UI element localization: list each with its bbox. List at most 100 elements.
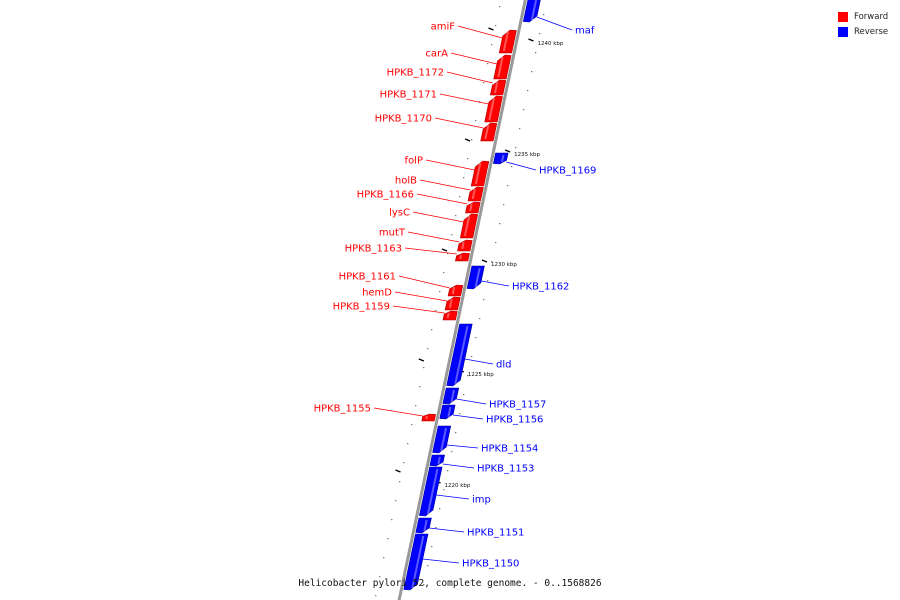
minor-tick-right: [523, 109, 525, 111]
gene-label-carA: carA: [425, 49, 448, 60]
genome-caption: Helicobacter pylori 52, complete genome.…: [298, 578, 602, 589]
gene-block-dld: [446, 323, 473, 387]
gene-block-HPKB_1154: [432, 425, 452, 454]
minor-tick-left: [375, 595, 377, 597]
minor-tick-left: [383, 557, 385, 559]
gene-highlight-imp: [426, 468, 439, 515]
tick-label: 1220 kbp: [445, 483, 471, 489]
gene-label-holB: holB: [395, 176, 417, 187]
gene-highlight-HPKB_1166: [469, 203, 473, 212]
gene-label-maf: maf: [575, 26, 595, 37]
gene-highlight-HPKB_1171: [488, 97, 495, 121]
minor-tick-left: [415, 405, 417, 407]
tick-label: 1230 kbp: [491, 262, 517, 268]
leader-line-HPKB_1163: [404, 247, 457, 255]
minor-tick-left: [443, 272, 445, 274]
gene-highlight-hemD: [448, 298, 453, 309]
minor-tick-right: [475, 337, 477, 339]
leader-line-folP: [425, 159, 475, 171]
forward-swatch: [838, 11, 848, 22]
leader-line-HPKB_1156: [452, 414, 484, 420]
major-tick-left: [395, 469, 401, 473]
legend-item-reverse: Reverse: [838, 24, 888, 39]
minor-tick-left: [495, 25, 497, 27]
minor-tick-right: [495, 242, 497, 244]
major-tick-left: [464, 138, 471, 142]
gene-highlight-HPKB_1161: [451, 286, 456, 295]
gene-block-lysC: [459, 213, 479, 239]
minor-tick-left: [399, 481, 401, 483]
tick-label: 1235 kbp: [514, 152, 540, 158]
gene-label-HPKB_1151: HPKB_1151: [467, 528, 524, 539]
minor-tick-right: [503, 204, 505, 206]
gene-highlight-carA: [497, 56, 504, 78]
gene-label-HPKB_1159: HPKB_1159: [333, 302, 390, 313]
gene-block-HPKB_1157: [442, 387, 460, 405]
gene-label-HPKB_1154: HPKB_1154: [481, 444, 538, 455]
gene-block-HPKB_1156: [439, 404, 456, 420]
minor-tick-left: [487, 63, 489, 65]
gene-label-HPKB_1150: HPKB_1150: [462, 559, 519, 570]
minor-tick-right: [535, 52, 537, 54]
minor-tick-right: [491, 261, 493, 263]
gene-block-HPKB_1163: [455, 252, 470, 262]
minor-tick-left: [459, 196, 461, 198]
minor-ticks: [375, 6, 545, 597]
gene-label-HPKB_1172: HPKB_1172: [387, 68, 444, 79]
minor-tick-left: [475, 120, 477, 122]
reverse-swatch: [838, 26, 848, 37]
leader-line-hemD: [394, 291, 448, 302]
minor-tick-right: [467, 375, 469, 377]
minor-tick-right: [507, 185, 509, 187]
leader-line-HPKB_1172: [446, 71, 493, 84]
gene-labels: maf amiF carA HPKB_1172 HPKB_1171 HPKB_1170 HP…: [314, 22, 597, 570]
minor-tick-left: [455, 215, 457, 217]
major-tick-left: [418, 358, 425, 362]
gene-highlight-HPKB_1155: [425, 415, 429, 420]
gene-label-dld: dld: [496, 360, 511, 371]
gene-block-holB: [467, 186, 484, 202]
minor-tick-right: [443, 489, 445, 491]
gene-block-HPKB_1161: [447, 284, 464, 297]
gene-highlight-HPKB_1159: [446, 312, 450, 319]
gene-highlight-amiF: [502, 31, 509, 52]
leader-line-HPKB_1162: [481, 280, 510, 287]
minor-tick-right: [539, 33, 541, 35]
gene-highlight-HPKB_1153: [437, 456, 441, 465]
gene-block-imp: [419, 466, 443, 517]
gene-highlight-HPKB_1163: [459, 254, 462, 260]
legend-label-forward: Forward: [854, 11, 889, 22]
gene-label-HPKB_1163: HPKB_1163: [345, 244, 402, 255]
gene-highlight-maf: [530, 0, 538, 21]
gene-label-folP: folP: [405, 156, 423, 167]
gene-label-HPKB_1169: HPKB_1169: [539, 166, 596, 177]
gene-block-mutT: [457, 239, 473, 252]
minor-tick-left: [463, 177, 465, 179]
minor-tick-left: [439, 291, 441, 293]
minor-tick-left: [451, 234, 453, 236]
gene-block-HPKB_1151: [415, 517, 432, 534]
leader-line-holB: [419, 179, 471, 191]
gene-block-maf: [522, 0, 541, 23]
gene-highlight-folP: [474, 162, 482, 185]
gene-label-HPKB_1170: HPKB_1170: [375, 114, 432, 125]
gene-blocks: [403, 0, 541, 591]
gene-label-HPKB_1162: HPKB_1162: [512, 282, 569, 293]
minor-tick-right: [483, 299, 485, 301]
gene-block-HPKB_1171: [484, 95, 503, 123]
gene-block-HPKB_1170: [480, 122, 498, 142]
major-tick-left: [441, 248, 448, 252]
gene-label-imp: imp: [472, 495, 491, 506]
gene-label-amiF: amiF: [431, 22, 456, 33]
minor-tick-left: [395, 500, 397, 502]
gene-highlight-mutT: [461, 241, 465, 250]
leader-line-HPKB_1169: [506, 161, 537, 171]
minor-tick-right: [431, 546, 433, 548]
leader-line-HPKB_1161: [398, 275, 450, 289]
minor-tick-right: [511, 166, 513, 168]
minor-tick-left: [435, 310, 437, 312]
minor-tick-left: [407, 443, 409, 445]
gene-block-folP: [470, 160, 490, 187]
gene-label-HPKB_1161: HPKB_1161: [339, 272, 396, 283]
